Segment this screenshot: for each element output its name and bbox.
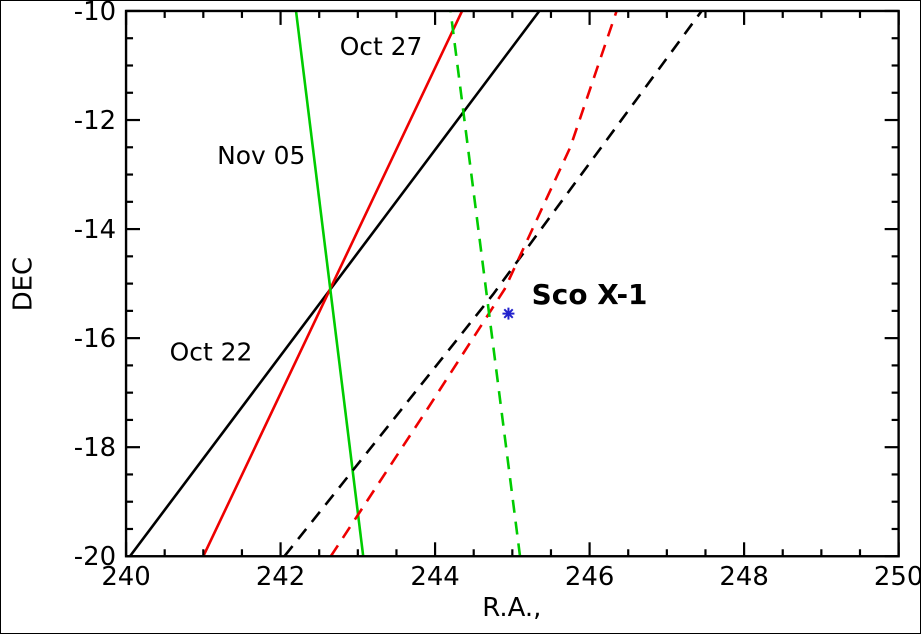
series-line-oct-22-solid — [128, 10, 541, 557]
marker-sco-x-1 — [502, 307, 515, 320]
plot-frame — [124, 9, 900, 558]
annotation-nov-05: Nov 05 — [217, 141, 305, 170]
x-axis-label: R.A., — [482, 593, 541, 623]
series-group — [128, 10, 703, 557]
y-tick-label: -14 — [74, 215, 116, 245]
series-line-nov-05-dashed — [449, 10, 522, 557]
x-tick-label: 240 — [101, 562, 150, 592]
x-tick-label: 248 — [719, 562, 768, 592]
x-tick-label: 242 — [256, 562, 305, 592]
y-tick-label: -18 — [74, 433, 116, 463]
plot-content: 240 242 244 246 248 250 -10 -12 -14 -16 -18 -20 Oct … — [74, 1, 920, 592]
y-axis-label: DEC — [8, 257, 38, 311]
series-line-oct-22-dashed — [283, 10, 703, 557]
y-tick-label: -10 — [74, 1, 116, 27]
y-tick-label: -12 — [74, 106, 116, 136]
x-tick-label: 244 — [410, 562, 459, 592]
series-line-oct-27-solid — [202, 10, 464, 557]
annotation-sco-x-1: Sco X-1 — [532, 278, 648, 311]
series-line-nov-05-solid — [294, 10, 365, 557]
y-tick-label: -20 — [74, 542, 116, 572]
x-tick-label: 246 — [565, 562, 614, 592]
annotation-oct-22: Oct 22 — [170, 337, 253, 366]
y-tick-label: -16 — [74, 324, 116, 354]
annotation-oct-27: Oct 27 — [340, 32, 423, 61]
series-line-oct-27-dashed — [329, 10, 618, 557]
x-tick-label: 250 — [874, 562, 920, 592]
